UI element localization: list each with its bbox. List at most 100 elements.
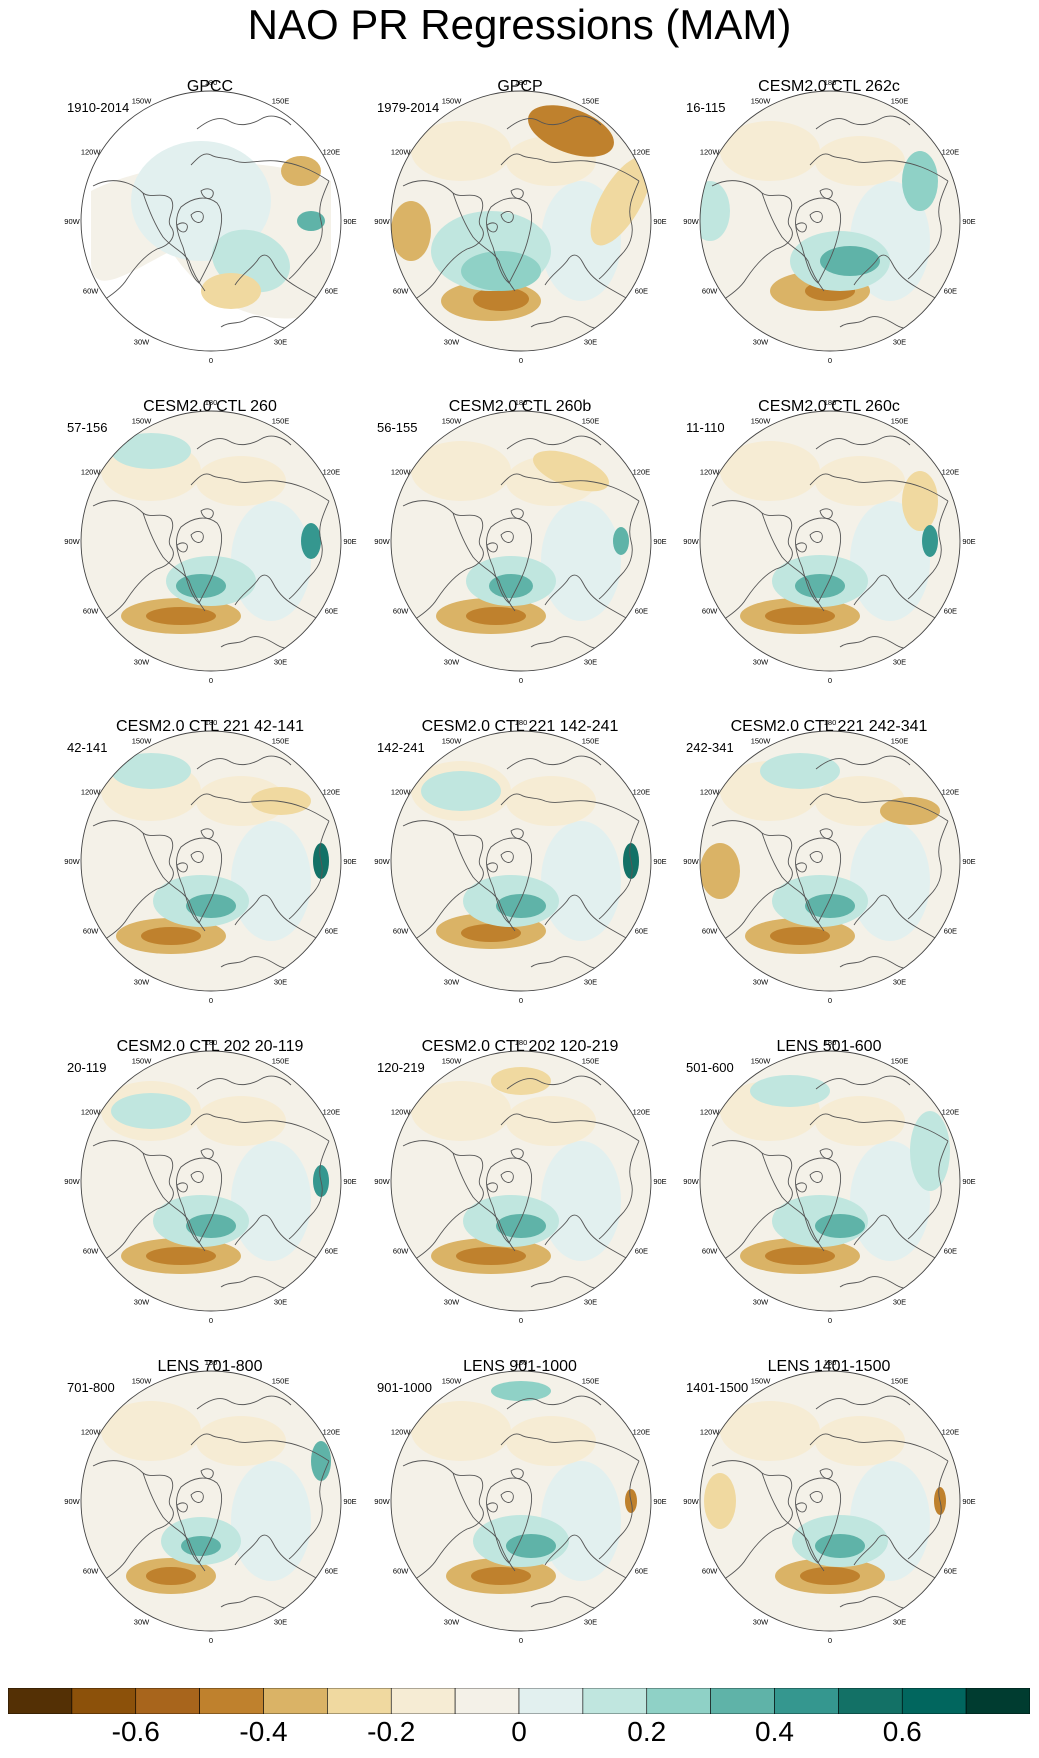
longitude-label: 60E bbox=[944, 927, 957, 936]
panel-title: CESM2.0 CTL 260b bbox=[448, 398, 592, 415]
longitude-label: 120W bbox=[700, 788, 721, 797]
panel-title: CESM2.0 CTL 221 42-141 bbox=[116, 718, 304, 735]
colorbar-swatch bbox=[838, 1688, 903, 1714]
longitude-label: 120E bbox=[633, 1108, 651, 1117]
longitude-label: 180 bbox=[824, 78, 837, 87]
longitude-label: 180 bbox=[205, 78, 218, 87]
panel-title: LENS 1401-1500 bbox=[767, 1358, 891, 1375]
longitude-label: 60W bbox=[83, 1247, 99, 1256]
longitude-label: 150E bbox=[582, 97, 600, 106]
longitude-label: 60E bbox=[944, 1247, 957, 1256]
longitude-label: 60W bbox=[83, 1567, 99, 1576]
longitude-label: 60E bbox=[325, 607, 338, 616]
colorbar-tick-label: 0 bbox=[511, 1716, 527, 1747]
longitude-label: 30W bbox=[444, 337, 460, 346]
colorbar-swatch bbox=[263, 1688, 328, 1714]
panel-period: 120-219 bbox=[377, 1060, 425, 1075]
longitude-label: 120E bbox=[323, 1428, 341, 1437]
longitude-label: 180 bbox=[824, 1038, 837, 1047]
polar-map: 180 150E 120E 90E 60E 30E 0 30W 60W 90W 120W 150W bbox=[374, 1358, 666, 1645]
longitude-label: 150W bbox=[442, 97, 463, 106]
longitude-label: 30W bbox=[134, 337, 150, 346]
longitude-label: 30E bbox=[893, 977, 906, 986]
longitude-label: 60W bbox=[393, 287, 409, 296]
longitude-label: 90W bbox=[374, 1497, 390, 1506]
longitude-label: 0 bbox=[519, 996, 523, 1005]
longitude-label: 90W bbox=[64, 857, 80, 866]
longitude-label: 180 bbox=[515, 718, 528, 727]
longitude-label: 150W bbox=[132, 417, 153, 426]
longitude-label: 150E bbox=[272, 417, 290, 426]
colorbar-tick-label: -0.4 bbox=[239, 1716, 288, 1747]
longitude-label: 150W bbox=[132, 97, 153, 106]
longitude-label: 150E bbox=[582, 417, 600, 426]
panel-period: 701-800 bbox=[67, 1380, 115, 1395]
map-panel: 180 150E 120E 90E 60E 30E 0 30W 60W 90W 120W 150W CE… bbox=[60, 398, 360, 708]
longitude-label: 90E bbox=[962, 1497, 975, 1506]
longitude-label: 150W bbox=[751, 97, 772, 106]
longitude-label: 0 bbox=[209, 996, 213, 1005]
longitude-label: 60W bbox=[83, 287, 99, 296]
longitude-label: 150W bbox=[442, 737, 463, 746]
longitude-label: 60E bbox=[635, 607, 648, 616]
map-boundary bbox=[699, 1370, 961, 1632]
longitude-label: 30W bbox=[134, 1617, 150, 1626]
longitude-label: 0 bbox=[209, 1636, 213, 1645]
longitude-label: 60E bbox=[635, 1567, 648, 1576]
panel-title: CESM2.0 CTL 202 20-119 bbox=[116, 1038, 304, 1055]
colorbar-tick-label: 0.4 bbox=[755, 1716, 794, 1747]
longitude-label: 180 bbox=[824, 718, 837, 727]
longitude-label: 90E bbox=[653, 857, 666, 866]
map-panel: 180 150E 120E 90E 60E 30E 0 30W 60W 90W 120W 150W CE… bbox=[679, 398, 979, 708]
longitude-label: 150E bbox=[891, 417, 909, 426]
longitude-label: 150W bbox=[751, 1377, 772, 1386]
map-panel: 180 150E 120E 90E 60E 30E 0 30W 60W 90W 120W 150W CE… bbox=[370, 718, 670, 1028]
panel-period: 56-155 bbox=[377, 420, 418, 435]
longitude-label: 120E bbox=[942, 1108, 960, 1117]
panel-title: CESM2.0 CTL 202 120-219 bbox=[421, 1038, 619, 1055]
longitude-label: 30W bbox=[753, 337, 769, 346]
longitude-label: 30E bbox=[893, 1297, 906, 1306]
longitude-label: 90E bbox=[962, 1177, 975, 1186]
longitude-label: 30E bbox=[584, 657, 597, 666]
colorbar-swatch bbox=[518, 1688, 584, 1714]
longitude-label: 120W bbox=[391, 788, 412, 797]
map-boundary bbox=[699, 1050, 961, 1312]
map-boundary bbox=[390, 410, 652, 672]
map-boundary bbox=[699, 90, 961, 352]
longitude-label: 180 bbox=[205, 718, 218, 727]
longitude-label: 60W bbox=[83, 607, 99, 616]
panel-period: 1979-2014 bbox=[377, 100, 440, 115]
longitude-label: 60W bbox=[393, 1567, 409, 1576]
longitude-label: 150W bbox=[442, 1057, 463, 1066]
longitude-label: 150E bbox=[891, 1057, 909, 1066]
longitude-label: 90W bbox=[683, 217, 699, 226]
map-panel: 180 150E 120E 90E 60E 30E 0 30W 60W 90W 120W 150W CE… bbox=[60, 1038, 360, 1348]
longitude-label: 120E bbox=[633, 1428, 651, 1437]
longitude-label: 90E bbox=[343, 857, 356, 866]
longitude-label: 60E bbox=[635, 927, 648, 936]
polar-map: 180 150E 120E 90E 60E 30E 0 30W 60W 90W 120W 150W bbox=[64, 78, 356, 365]
longitude-label: 30W bbox=[753, 1297, 769, 1306]
longitude-label: 60W bbox=[702, 1247, 718, 1256]
longitude-label: 90W bbox=[64, 537, 80, 546]
colorbar-swatch bbox=[454, 1688, 520, 1714]
longitude-label: 30E bbox=[893, 337, 906, 346]
longitude-label: 120W bbox=[391, 1108, 412, 1117]
map-panel: 180 150E 120E 90E 60E 30E 0 30W 60W 90W 120W 150W CE… bbox=[370, 1038, 670, 1348]
panel-title: CESM2.0 CTL 260c bbox=[758, 398, 900, 415]
polar-map: 180 150E 120E 90E 60E 30E 0 30W 60W 90W 120W 150W bbox=[683, 1358, 975, 1645]
longitude-label: 90W bbox=[374, 217, 390, 226]
longitude-label: 180 bbox=[205, 1358, 218, 1367]
longitude-label: 90E bbox=[653, 1177, 666, 1186]
longitude-label: 150E bbox=[582, 1057, 600, 1066]
longitude-label: 60E bbox=[944, 287, 957, 296]
longitude-label: 60W bbox=[702, 287, 718, 296]
map-panel: 180 150E 120E 90E 60E 30E 0 30W 60W 90W 120W 150W LE… bbox=[679, 1038, 979, 1348]
colorbar-swatch bbox=[901, 1688, 967, 1714]
longitude-label: 120E bbox=[323, 468, 341, 477]
map-boundary bbox=[390, 90, 652, 352]
longitude-label: 0 bbox=[519, 1636, 523, 1645]
map-panel: 180 150E 120E 90E 60E 30E 0 30W 60W 90W 120W 150W CE… bbox=[679, 718, 979, 1028]
colorbar-tick-label: -0.2 bbox=[367, 1716, 416, 1747]
